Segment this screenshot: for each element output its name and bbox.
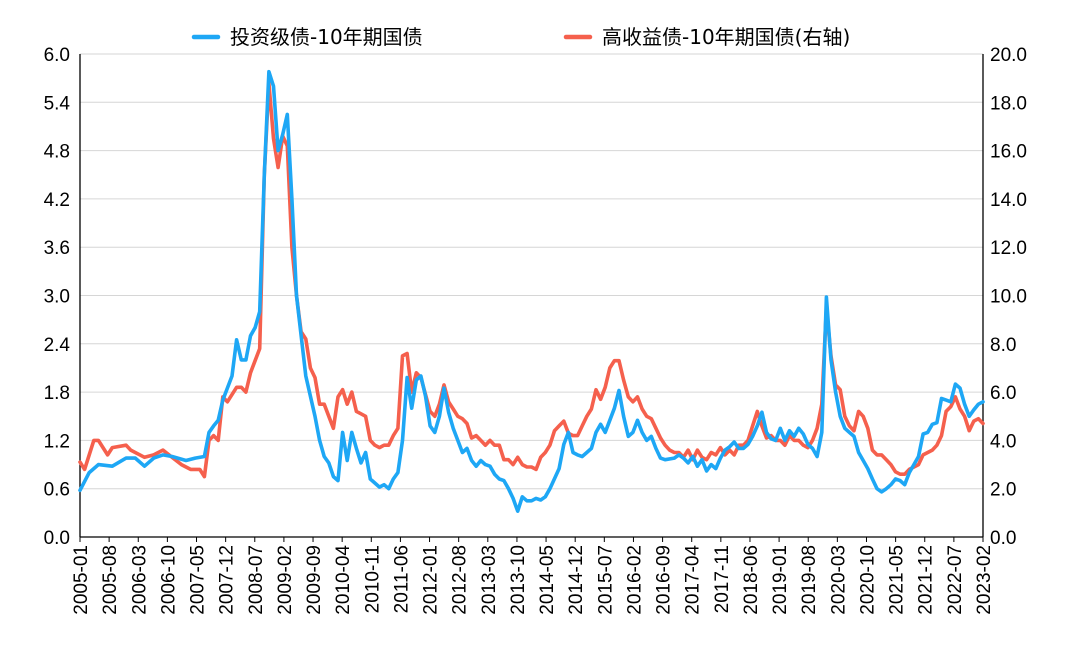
left-y-tick-label: 2.4 <box>44 335 71 356</box>
x-tick-label: 2019-01 <box>770 545 791 615</box>
right-y-tick-label: 10.0 <box>990 287 1027 308</box>
x-tick-label: 2014-12 <box>566 545 587 615</box>
right-y-tick-label: 18.0 <box>990 93 1027 114</box>
x-tick-label: 2021-05 <box>887 545 908 615</box>
left-y-tick-label: 0.0 <box>44 528 70 549</box>
left-y-tick-label: 3.6 <box>44 238 70 259</box>
left-y-axis-tick-labels: 0.0 0.6 1.2 1.8 2.4 3.0 3.6 4.2 4.8 5.4 6.0 <box>44 45 71 549</box>
x-tick-label: 2021-12 <box>916 545 937 615</box>
x-tick-label: 2005-01 <box>71 545 92 615</box>
axes <box>79 54 984 538</box>
x-tick-label: 2005-08 <box>100 545 121 615</box>
left-y-tick-label: 5.4 <box>44 93 71 114</box>
series-lines <box>78 69 985 513</box>
x-tick-label: 2016-09 <box>654 545 675 615</box>
right-y-tick-label: 14.0 <box>990 190 1027 211</box>
left-y-tick-label: 3.0 <box>44 287 70 308</box>
legend-label: 高收益债-10年期国债(右轴) <box>602 25 850 49</box>
x-tick-label: 2016-02 <box>624 545 645 615</box>
right-y-tick-label: 2.0 <box>990 480 1016 501</box>
x-tick-label: 2012-08 <box>450 545 471 615</box>
series-line-high-yield <box>78 81 985 479</box>
right-y-tick-label: 0.0 <box>990 528 1016 549</box>
left-y-tick-label: 1.2 <box>44 431 70 452</box>
right-y-tick-label: 16.0 <box>990 142 1027 163</box>
x-tick-label: 2008-07 <box>246 545 267 615</box>
x-tick-label: 2023-02 <box>974 545 995 615</box>
x-tick-label: 2019-08 <box>799 545 820 615</box>
x-tick-label: 2006-03 <box>129 545 150 615</box>
left-y-tick-label: 6.0 <box>44 45 70 66</box>
x-tick-label: 2018-06 <box>741 545 762 615</box>
left-y-tick-label: 4.2 <box>44 190 70 211</box>
grid-lines <box>80 53 983 538</box>
x-tick-label: 2009-02 <box>275 545 296 615</box>
left-y-tick-label: 1.8 <box>44 383 70 404</box>
x-tick-label: 2014-05 <box>537 545 558 615</box>
x-tick-label: 2022-07 <box>945 545 966 615</box>
x-tick-label: 2007-12 <box>217 545 238 615</box>
x-tick-label: 2012-01 <box>421 545 442 615</box>
x-axis-tick-labels: 2005-01 2005-08 2006-03 2006-10 2007-05 2007-… <box>71 537 995 615</box>
legend-label: 投资级债-10年期国债 <box>230 25 423 49</box>
right-y-tick-label: 20.0 <box>990 45 1027 66</box>
x-tick-label: 2020-10 <box>857 545 878 615</box>
right-y-axis-tick-labels: 0.0 2.0 4.0 6.0 8.0 10.0 12.0 14.0 16.0 18.0 20.0 <box>990 45 1027 549</box>
x-tick-label: 2013-03 <box>479 545 500 615</box>
x-tick-label: 2010-04 <box>333 545 354 615</box>
x-tick-label: 2020-03 <box>828 545 849 615</box>
legend: 投资级债-10年期国债 高收益债-10年期国债(右轴) <box>191 25 850 49</box>
x-tick-label: 2015-07 <box>595 545 616 615</box>
left-y-tick-label: 0.6 <box>44 480 70 501</box>
right-y-tick-label: 8.0 <box>990 335 1016 356</box>
x-tick-label: 2007-05 <box>188 545 209 615</box>
right-y-tick-label: 4.0 <box>990 431 1016 452</box>
x-tick-label: 2011-06 <box>391 545 412 613</box>
right-y-tick-label: 12.0 <box>990 238 1027 259</box>
x-tick-label: 2013-10 <box>508 545 529 615</box>
left-y-tick-label: 4.8 <box>44 142 70 163</box>
series-line-investment-grade <box>78 69 985 513</box>
x-tick-label: 2006-10 <box>158 545 179 615</box>
right-y-tick-label: 6.0 <box>990 383 1016 404</box>
x-tick-label: 2009-09 <box>304 545 325 615</box>
x-tick-label: 2010-11 <box>362 545 383 613</box>
x-tick-label: 2017-04 <box>683 545 704 615</box>
x-tick-label: 2017-11 <box>712 545 733 613</box>
